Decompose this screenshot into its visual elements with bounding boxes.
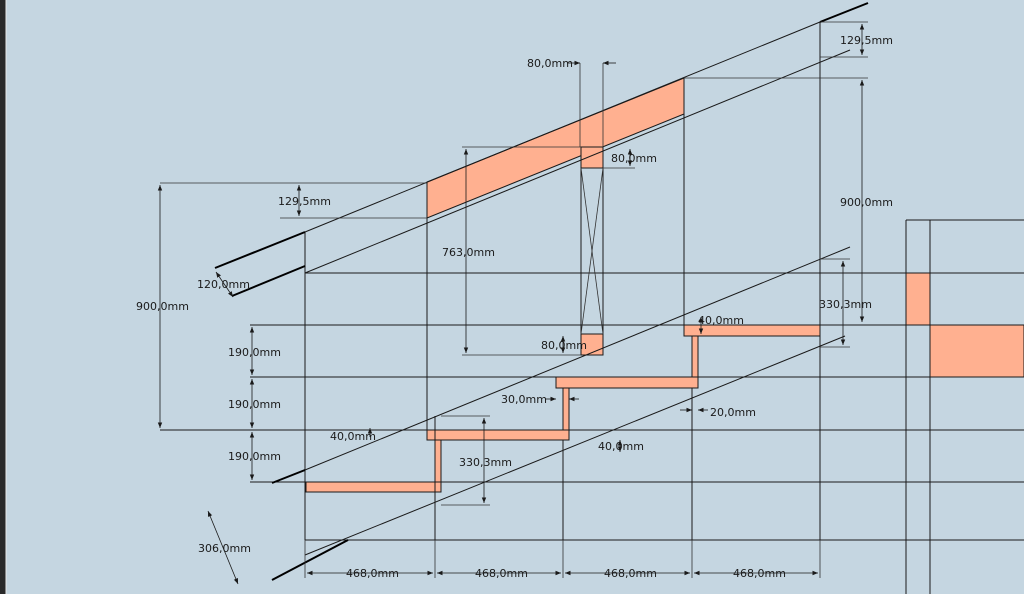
dim-post-top-block: 80,0mm: [611, 152, 657, 165]
dim-left-thickness: 129,5mm: [278, 195, 331, 208]
dim-going-2: 468,0mm: [475, 567, 528, 580]
dim-top-thickness: 129,5mm: [840, 34, 893, 47]
dim-riser-1: 190,0mm: [228, 346, 281, 359]
dim-post-height: 763,0mm: [442, 246, 495, 259]
dim-post-bottom-block: 80,0mm: [541, 339, 587, 352]
dim-rafter-depth: 120,0mm: [197, 278, 250, 291]
left-window-edge: [0, 0, 6, 594]
dim-left-tread-rise: 330,3mm: [459, 456, 512, 469]
tread-first: [305, 481, 442, 493]
post-top-block: [580, 146, 604, 169]
landing-beam: [929, 324, 1024, 378]
timber-parts: [305, 77, 1024, 493]
dim-riser-2: 190,0mm: [228, 398, 281, 411]
dim-riser-3: 190,0mm: [228, 450, 281, 463]
dim-tread-step-offset: 30,0mm: [501, 393, 547, 406]
dim-tread-left: 40,0mm: [330, 430, 376, 443]
dim-right-tread-rise: 330,3mm: [819, 298, 872, 311]
dim-going-3: 468,0mm: [604, 567, 657, 580]
dim-tread-mid: 40,0mm: [598, 440, 644, 453]
dimension-lines: [157, 24, 865, 585]
tread-second: [426, 429, 570, 441]
dim-going-4: 468,0mm: [733, 567, 786, 580]
dim-right-height: 900,0mm: [840, 196, 893, 209]
dim-left-height: 900,0mm: [136, 300, 189, 313]
dimension-labels: 129,5mm 80,0mm 80,0mm 900,0mm 129,5mm 90…: [136, 34, 893, 580]
dim-going-1: 468,0mm: [346, 567, 399, 580]
landing-post: [905, 272, 931, 326]
dim-tread-gap: 20,0mm: [710, 406, 756, 419]
dim-stringer-depth: 306,0mm: [198, 542, 251, 555]
tread-third: [555, 376, 699, 389]
dim-top-post-width: 80,0mm: [527, 57, 573, 70]
dim-tread-top-right: 40,0mm: [698, 314, 744, 327]
upper-rafter-block: [426, 77, 685, 219]
construction-lines: [160, 2, 1024, 594]
